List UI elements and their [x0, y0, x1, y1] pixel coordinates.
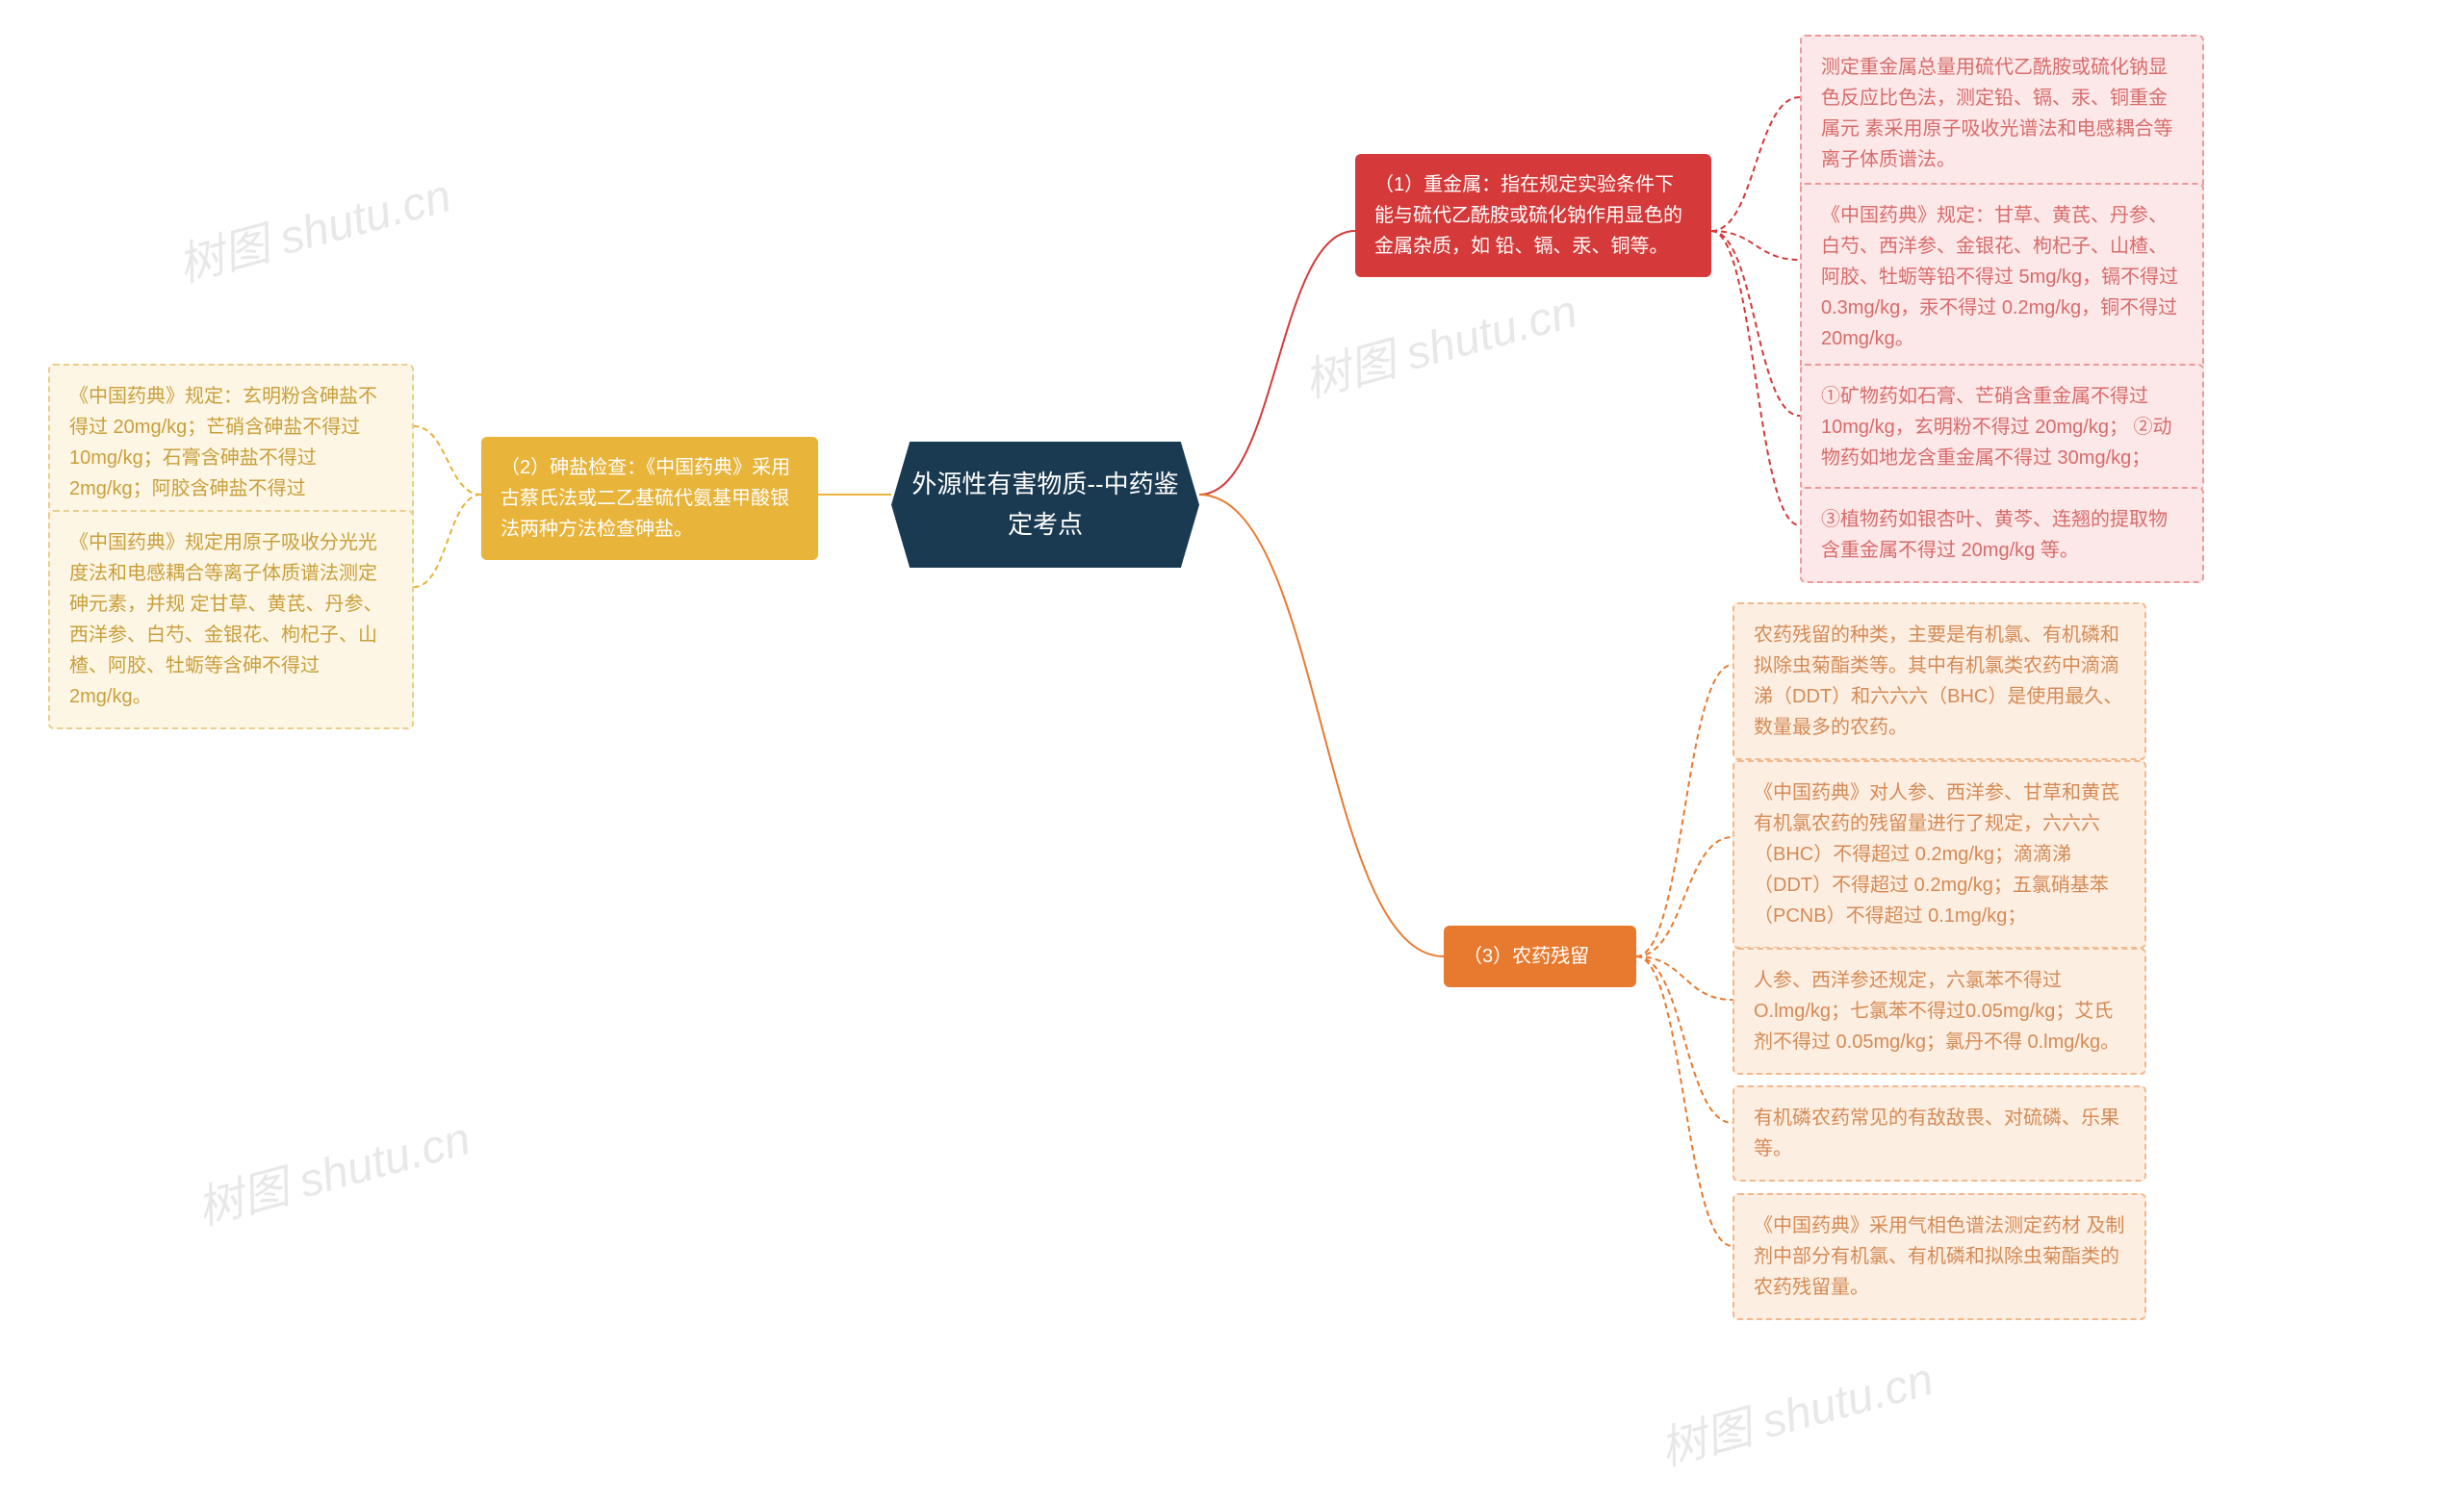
- connector: [1711, 97, 1800, 231]
- connector: [1199, 495, 1444, 956]
- leaf-node: 《中国药典》规定：甘草、黄芪、丹参、白芍、西洋参、金银花、枸杞子、山楂、阿胶、牡…: [1800, 183, 2204, 371]
- leaf-node: 有机磷农药常见的有敌敌畏、对硫磷、乐果等。: [1732, 1085, 2146, 1182]
- branch-node: （2）砷盐检查：《中国药典》采用古蔡氏法或二乙基硫代氨基甲酸银法两种方法检查砷盐…: [481, 437, 818, 560]
- watermark: 树图 shutu.cn: [1652, 1341, 1939, 1479]
- connector: [1636, 956, 1732, 1246]
- leaf-node: 农药残留的种类，主要是有机氯、有机磷和拟除虫菊酯类等。其中有机氯类农药中滴滴涕（…: [1732, 602, 2146, 760]
- connector: [1711, 231, 1800, 260]
- connector: [1636, 956, 1732, 1123]
- branch-node: （3）农药残留: [1444, 926, 1636, 987]
- leaf-node: ③植物药如银杏叶、黄芩、连翘的提取物含重金属不得过 20mg/kg 等。: [1800, 487, 2204, 583]
- connector: [1636, 956, 1732, 1000]
- leaf-node: 《中国药典》采用气相色谱法测定药材 及制剂中部分有机氯、有机磷和拟除虫菊酯类的农…: [1732, 1193, 2146, 1320]
- leaf-node: 测定重金属总量用硫代乙酰胺或硫化钠显色反应比色法，测定铅、镉、汞、铜重金属元 素…: [1800, 35, 2204, 192]
- connector: [1199, 231, 1355, 495]
- watermark: 树图 shutu.cn: [169, 158, 457, 295]
- branch-node: （1）重金属：指在规定实验条件下能与硫代乙酰胺或硫化钠作用显色的金属杂质，如 铅…: [1355, 154, 1711, 277]
- watermark: 树图 shutu.cn: [1296, 273, 1583, 411]
- leaf-node: 《中国药典》规定用原子吸收分光光度法和电感耦合等离子体质谱法测定砷元素，并规 定…: [48, 510, 414, 729]
- connector: [1636, 665, 1732, 956]
- leaf-node: 人参、西洋参还规定，六氯苯不得过 O.lmg/kg；七氯苯不得过0.05mg/k…: [1732, 948, 2146, 1075]
- connector: [1711, 231, 1800, 416]
- connector: [1711, 231, 1800, 525]
- leaf-node: 《中国药典》对人参、西洋参、甘草和黄芪有机氯农药的残留量进行了规定，六六六（BH…: [1732, 760, 2146, 949]
- connector: [1636, 837, 1732, 956]
- leaf-node: ①矿物药如石膏、芒硝含重金属不得过 10mg/kg，玄明粉不得过 20mg/kg…: [1800, 364, 2204, 491]
- connector: [414, 495, 481, 587]
- watermark: 树图 shutu.cn: [189, 1101, 476, 1238]
- center-node: 外源性有害物质--中药鉴定考点: [891, 442, 1199, 568]
- connector: [414, 426, 481, 495]
